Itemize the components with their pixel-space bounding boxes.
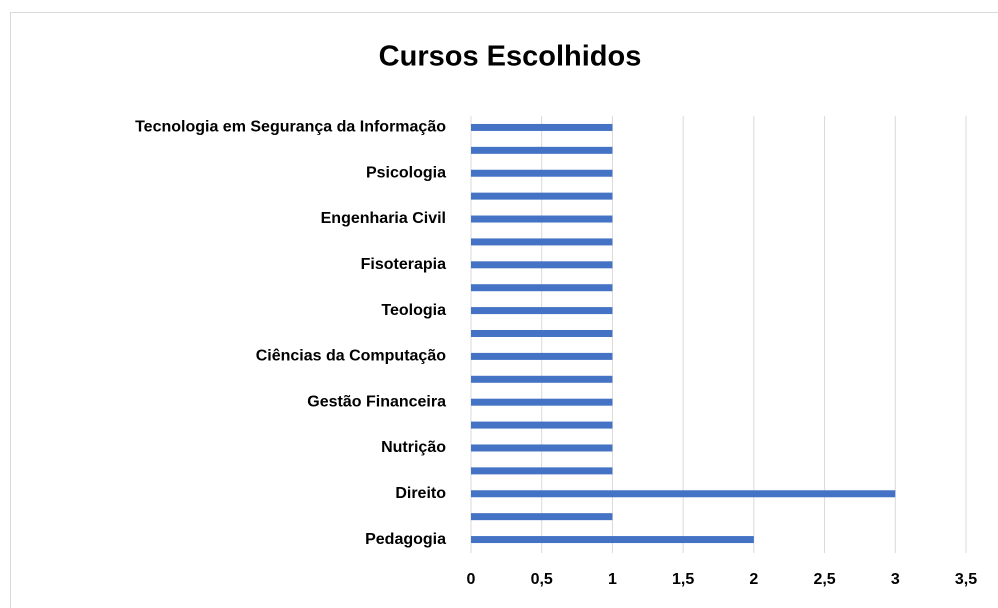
chart-title: Cursos Escolhidos — [379, 41, 642, 73]
y-tick-label: Nutrição — [381, 439, 446, 456]
bar — [471, 192, 613, 200]
bar — [471, 307, 613, 315]
bar — [471, 330, 613, 337]
y-tick-label: Gestão Financeira — [307, 393, 446, 410]
y-tick-label: Teologia — [381, 302, 446, 319]
bar — [471, 536, 754, 544]
y-tick-label: Psicologia — [366, 164, 446, 181]
bar — [471, 421, 613, 429]
x-tick-label: 0,5 — [531, 571, 553, 588]
y-tick-label: Fisoterapia — [361, 256, 446, 273]
bar — [471, 238, 613, 246]
y-tick-label: Engenharia Civil — [321, 210, 446, 227]
bar — [471, 261, 613, 269]
bar — [471, 398, 613, 406]
bar — [471, 169, 613, 177]
bar — [471, 490, 896, 498]
bar — [471, 146, 613, 154]
x-tick-label: 2 — [749, 571, 758, 588]
x-tick-label: 0 — [467, 571, 476, 588]
bar — [471, 375, 613, 383]
x-tick-label: 3 — [891, 571, 900, 588]
x-tick-label: 1,5 — [672, 571, 694, 588]
bar — [471, 467, 613, 475]
x-tick-label: 1 — [608, 571, 617, 588]
bar — [471, 123, 613, 131]
bar — [471, 513, 613, 521]
y-tick-label: Tecnologia em Segurança da Informação — [135, 119, 446, 136]
x-tick-label: 3,5 — [955, 571, 977, 588]
bar — [471, 444, 613, 452]
y-tick-label: Ciências da Computação — [256, 348, 447, 365]
bar — [471, 352, 613, 360]
y-tick-label: Direito — [395, 485, 446, 502]
bar — [471, 215, 613, 223]
x-tick-label: 2,5 — [813, 571, 835, 588]
bar — [471, 284, 613, 292]
y-tick-label: Pedagogia — [365, 531, 446, 548]
